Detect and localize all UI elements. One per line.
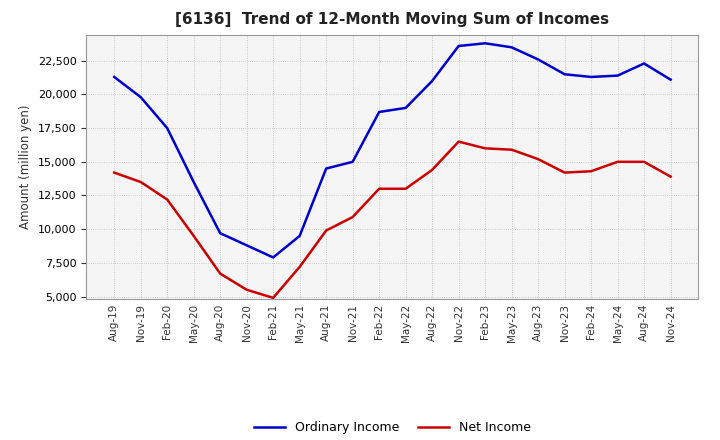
- Ordinary Income: [163, 125, 171, 131]
- Net Income: [216, 271, 225, 276]
- Ordinary Income: [110, 74, 119, 80]
- Ordinary Income: [454, 43, 463, 48]
- Ordinary Income: [243, 243, 251, 248]
- Ordinary Income: [640, 61, 649, 66]
- Ordinary Income: [269, 255, 277, 260]
- Net Income: [481, 146, 490, 151]
- Net Income: [375, 186, 384, 191]
- Net Income: [348, 214, 357, 220]
- Ordinary Income: [613, 73, 622, 78]
- Ordinary Income: [481, 40, 490, 46]
- Net Income: [163, 197, 171, 202]
- Ordinary Income: [508, 45, 516, 50]
- Title: [6136]  Trend of 12-Month Moving Sum of Incomes: [6136] Trend of 12-Month Moving Sum of I…: [176, 12, 609, 27]
- Net Income: [401, 186, 410, 191]
- Ordinary Income: [136, 95, 145, 100]
- Ordinary Income: [428, 78, 436, 84]
- Ordinary Income: [534, 57, 542, 62]
- Net Income: [428, 167, 436, 172]
- Ordinary Income: [189, 180, 198, 185]
- Net Income: [587, 169, 595, 174]
- Ordinary Income: [322, 166, 330, 171]
- Net Income: [243, 287, 251, 293]
- Net Income: [110, 170, 119, 175]
- Net Income: [454, 139, 463, 144]
- Net Income: [666, 174, 675, 179]
- Ordinary Income: [666, 77, 675, 82]
- Net Income: [136, 180, 145, 185]
- Net Income: [508, 147, 516, 152]
- Net Income: [322, 228, 330, 233]
- Net Income: [640, 159, 649, 165]
- Net Income: [613, 159, 622, 165]
- Ordinary Income: [216, 231, 225, 236]
- Ordinary Income: [375, 109, 384, 114]
- Line: Ordinary Income: Ordinary Income: [114, 43, 670, 257]
- Ordinary Income: [348, 159, 357, 165]
- Net Income: [560, 170, 569, 175]
- Ordinary Income: [560, 72, 569, 77]
- Line: Net Income: Net Income: [114, 142, 670, 298]
- Net Income: [269, 295, 277, 301]
- Net Income: [295, 264, 304, 270]
- Net Income: [189, 233, 198, 238]
- Legend: Ordinary Income, Net Income: Ordinary Income, Net Income: [248, 416, 536, 439]
- Ordinary Income: [295, 233, 304, 238]
- Net Income: [534, 157, 542, 162]
- Y-axis label: Amount (million yen): Amount (million yen): [19, 105, 32, 229]
- Ordinary Income: [401, 105, 410, 110]
- Ordinary Income: [587, 74, 595, 80]
